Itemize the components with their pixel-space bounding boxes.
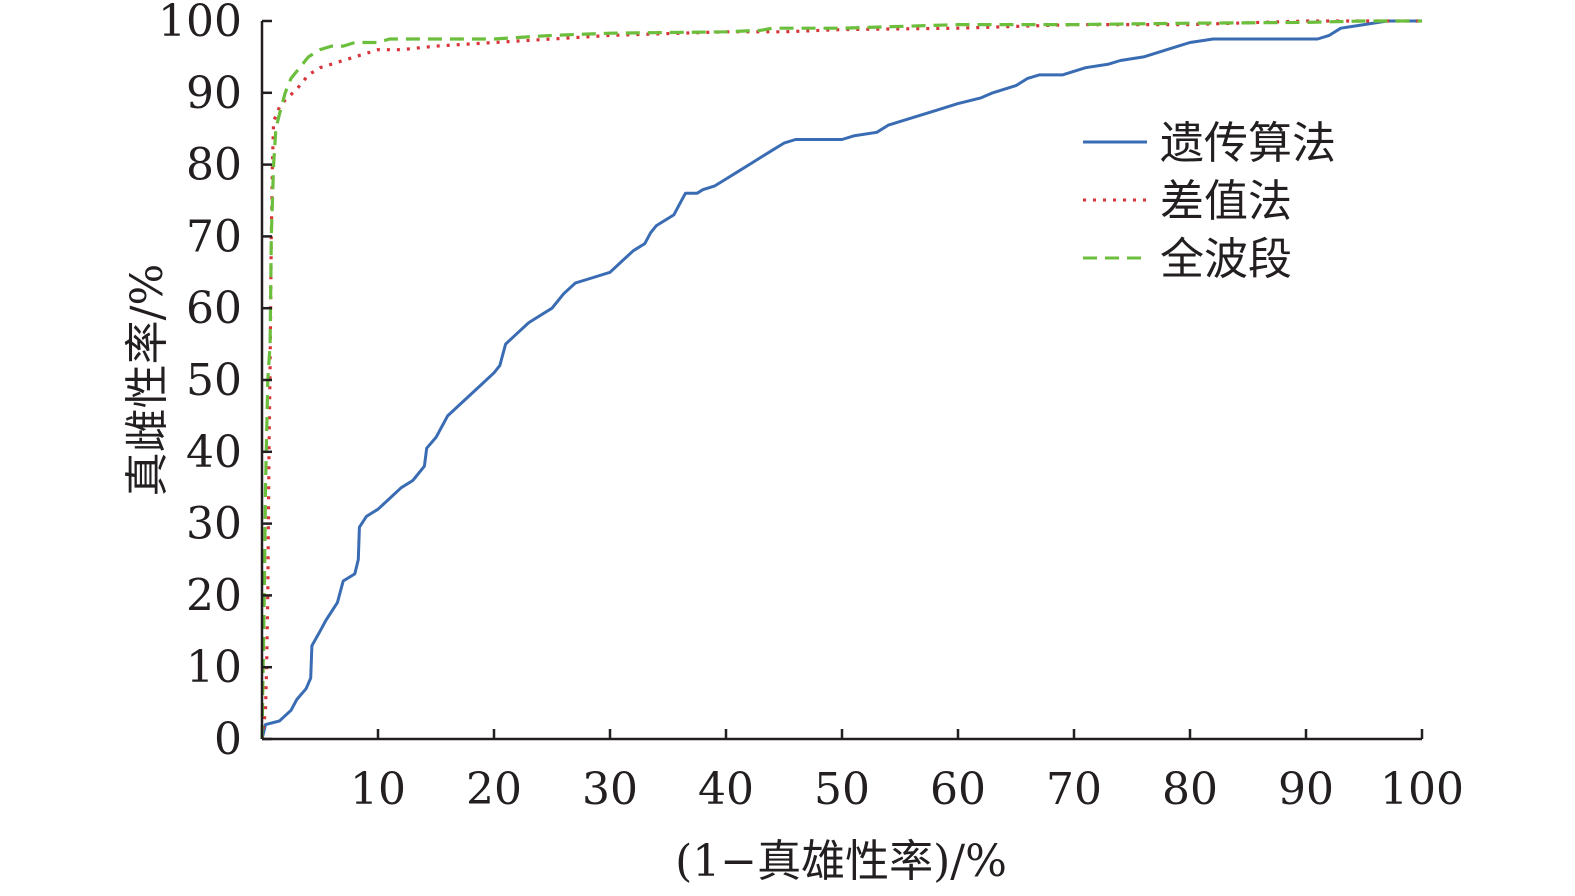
legend-label-3: 全波段 [1160,234,1292,285]
x-tick-label: 10 [350,764,406,815]
x-tick-label: 60 [930,764,986,815]
y-tick-label: 60 [186,283,242,334]
y-tick-label: 40 [186,427,242,478]
series-line-1 [260,19,1422,740]
series-line-3 [260,19,1422,740]
y-tick-label: 20 [186,570,242,621]
x-tick-label: 40 [698,764,754,815]
x-tick-label: 20 [466,764,522,815]
ticks: 0 10 20 30 40 50 60 70 80 90 100 10 20 30 40 50 60 70 80 90… [158,0,1464,815]
x-axis-label: (1−真雄性率)/% [675,836,1007,887]
legend-label-2: 差值法 [1160,176,1292,227]
y-tick-label: 50 [186,355,242,406]
y-axis-label: 真雌性率/% [122,264,173,497]
legend-label-1: 遗传算法 [1160,118,1336,169]
y-tick-label: 70 [186,211,242,262]
y-tick-label: 100 [158,0,242,47]
y-tick-label: 90 [186,68,242,119]
x-tick-label: 80 [1162,764,1218,815]
y-tick-label: 0 [214,714,242,765]
plot-lines [260,19,1422,740]
y-tick-label: 80 [186,140,242,191]
x-tick-label: 90 [1278,764,1334,815]
x-tick-label: 100 [1380,764,1464,815]
x-tick-label: 30 [582,764,638,815]
y-tick-label: 10 [186,642,242,693]
y-tick-label: 30 [186,499,242,550]
x-tick-label: 50 [814,764,870,815]
x-tick-label: 70 [1046,764,1102,815]
